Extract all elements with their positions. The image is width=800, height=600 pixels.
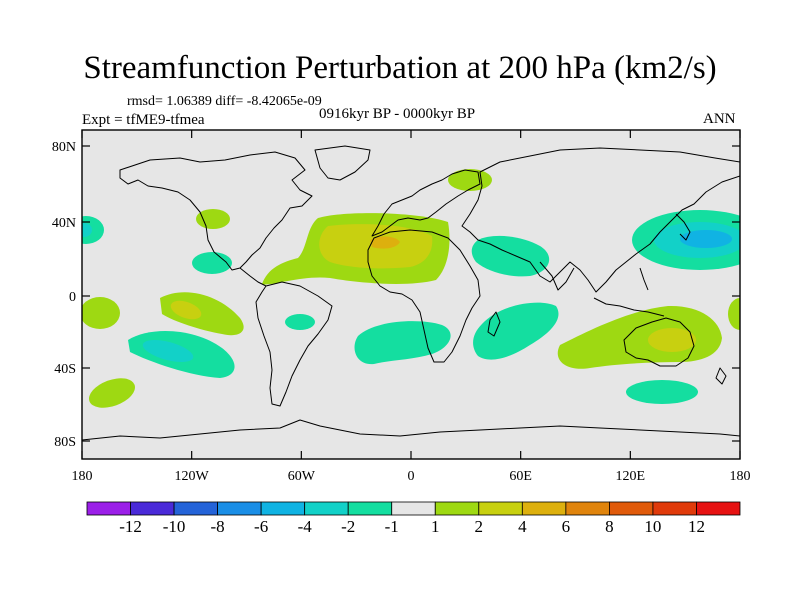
rmsd-stats: rmsd= 1.06389 diff= -8.42065e-09 bbox=[127, 94, 322, 109]
coast-india bbox=[539, 261, 575, 291]
contour-north-pacific-small bbox=[196, 209, 230, 229]
contour-sp-southern-positive bbox=[89, 378, 135, 408]
lat-tick-label: 80S bbox=[54, 435, 76, 450]
experiment-label: Expt = tfME9-tfmea bbox=[82, 112, 205, 128]
colorbar-box bbox=[130, 501, 175, 516]
colorbar-label: 12 bbox=[688, 517, 705, 536]
lat-tick-label: 0 bbox=[69, 290, 76, 305]
colorbar-label: 6 bbox=[562, 517, 571, 536]
colorbar-box bbox=[260, 501, 306, 516]
season-label: ANN bbox=[703, 111, 736, 127]
contour-core-north-africa bbox=[370, 236, 400, 249]
latitude-axis: 80N 40N 0 40S 80S bbox=[52, 140, 740, 450]
contour-right-edge-positive bbox=[728, 298, 740, 330]
coast-africa bbox=[367, 229, 481, 363]
coast-madagascar bbox=[487, 311, 501, 337]
coast-australia bbox=[623, 317, 695, 367]
contour-sp-positive-core bbox=[170, 300, 202, 320]
lon-tick-label: 0 bbox=[408, 469, 415, 484]
colorbar-label: 8 bbox=[605, 517, 614, 536]
contour-north-pacific-neg-small bbox=[192, 252, 232, 274]
contour-sp-negative-core bbox=[142, 340, 194, 362]
colorbar-label: -8 bbox=[211, 517, 225, 536]
coast-central-america bbox=[239, 267, 267, 287]
contour-sw-indian bbox=[473, 302, 559, 360]
coastlines bbox=[82, 145, 740, 441]
contour-middle-east bbox=[471, 235, 550, 277]
colorbar-label: 2 bbox=[475, 517, 484, 536]
colorbar-label: -6 bbox=[254, 517, 268, 536]
lon-tick-label: 180 bbox=[730, 469, 751, 484]
colorbar-box bbox=[609, 501, 654, 516]
colorbar-label: 1 bbox=[431, 517, 440, 536]
contour-australia-core bbox=[648, 328, 696, 352]
lon-tick-label: 180 bbox=[72, 469, 93, 484]
colorbar-box bbox=[391, 501, 436, 516]
coast-japan bbox=[675, 213, 691, 241]
longitude-axis: 180 120W 60W 0 60E 120E 180 bbox=[72, 130, 751, 484]
coast-indonesia bbox=[593, 297, 665, 317]
contour-north-europe bbox=[448, 169, 492, 191]
colorbar: -12 -10 -8 -6 -4 -2 -1 1 2 4 6 8 10 12 bbox=[86, 501, 741, 536]
coast-europe bbox=[371, 169, 481, 237]
colorbar-box bbox=[304, 501, 349, 516]
colorbar-label: -1 bbox=[385, 517, 399, 536]
lat-tick-label: 40N bbox=[52, 216, 76, 231]
colorbar-label: -12 bbox=[119, 517, 142, 536]
colorbar-box bbox=[652, 501, 697, 516]
lon-tick-label: 120W bbox=[175, 469, 210, 484]
colorbar-label: -2 bbox=[341, 517, 355, 536]
period-label: 0916kyr BP - 0000kyr BP bbox=[319, 106, 476, 122]
lon-tick-label: 60E bbox=[509, 469, 532, 484]
colorbar-box bbox=[521, 501, 567, 516]
colorbar-box bbox=[696, 501, 741, 516]
colorbar-box bbox=[434, 501, 480, 516]
coast-antarctica bbox=[82, 419, 740, 441]
colorbar-box bbox=[565, 501, 610, 516]
colorbar-box bbox=[86, 501, 131, 516]
contour-east-pacific-small bbox=[285, 314, 315, 330]
colorbar-box bbox=[347, 501, 393, 516]
contour-sp-positive-outer bbox=[82, 297, 120, 329]
colorbar-box bbox=[217, 501, 262, 516]
contour-australia bbox=[557, 305, 722, 369]
contour-south-atlantic bbox=[354, 321, 451, 365]
colorbar-box bbox=[173, 501, 218, 516]
coast-new-zealand bbox=[715, 367, 727, 385]
colorbar-label: -10 bbox=[163, 517, 186, 536]
lon-tick-label: 60W bbox=[288, 469, 316, 484]
colorbar-label: 4 bbox=[518, 517, 527, 536]
colorbar-label: 10 bbox=[644, 517, 661, 536]
lon-tick-label: 120E bbox=[616, 469, 646, 484]
coast-greenland bbox=[314, 145, 371, 181]
coast-north-america bbox=[119, 151, 313, 271]
contour-ne-pacific-core bbox=[82, 223, 92, 237]
lat-tick-label: 40S bbox=[54, 362, 76, 377]
plot-title: Streamfunction Perturbation at 200 hPa (… bbox=[83, 50, 717, 86]
coast-south-america bbox=[255, 281, 333, 407]
lat-tick-label: 80N bbox=[52, 140, 76, 155]
coast-philippines bbox=[639, 267, 649, 291]
colorbar-label: -4 bbox=[298, 517, 313, 536]
contour-ne-pacific bbox=[82, 216, 104, 244]
contour-nw-pacific-core bbox=[680, 230, 732, 248]
contour-southern-ocean bbox=[626, 380, 698, 404]
colorbar-box bbox=[478, 501, 523, 516]
coast-asia bbox=[461, 147, 740, 293]
